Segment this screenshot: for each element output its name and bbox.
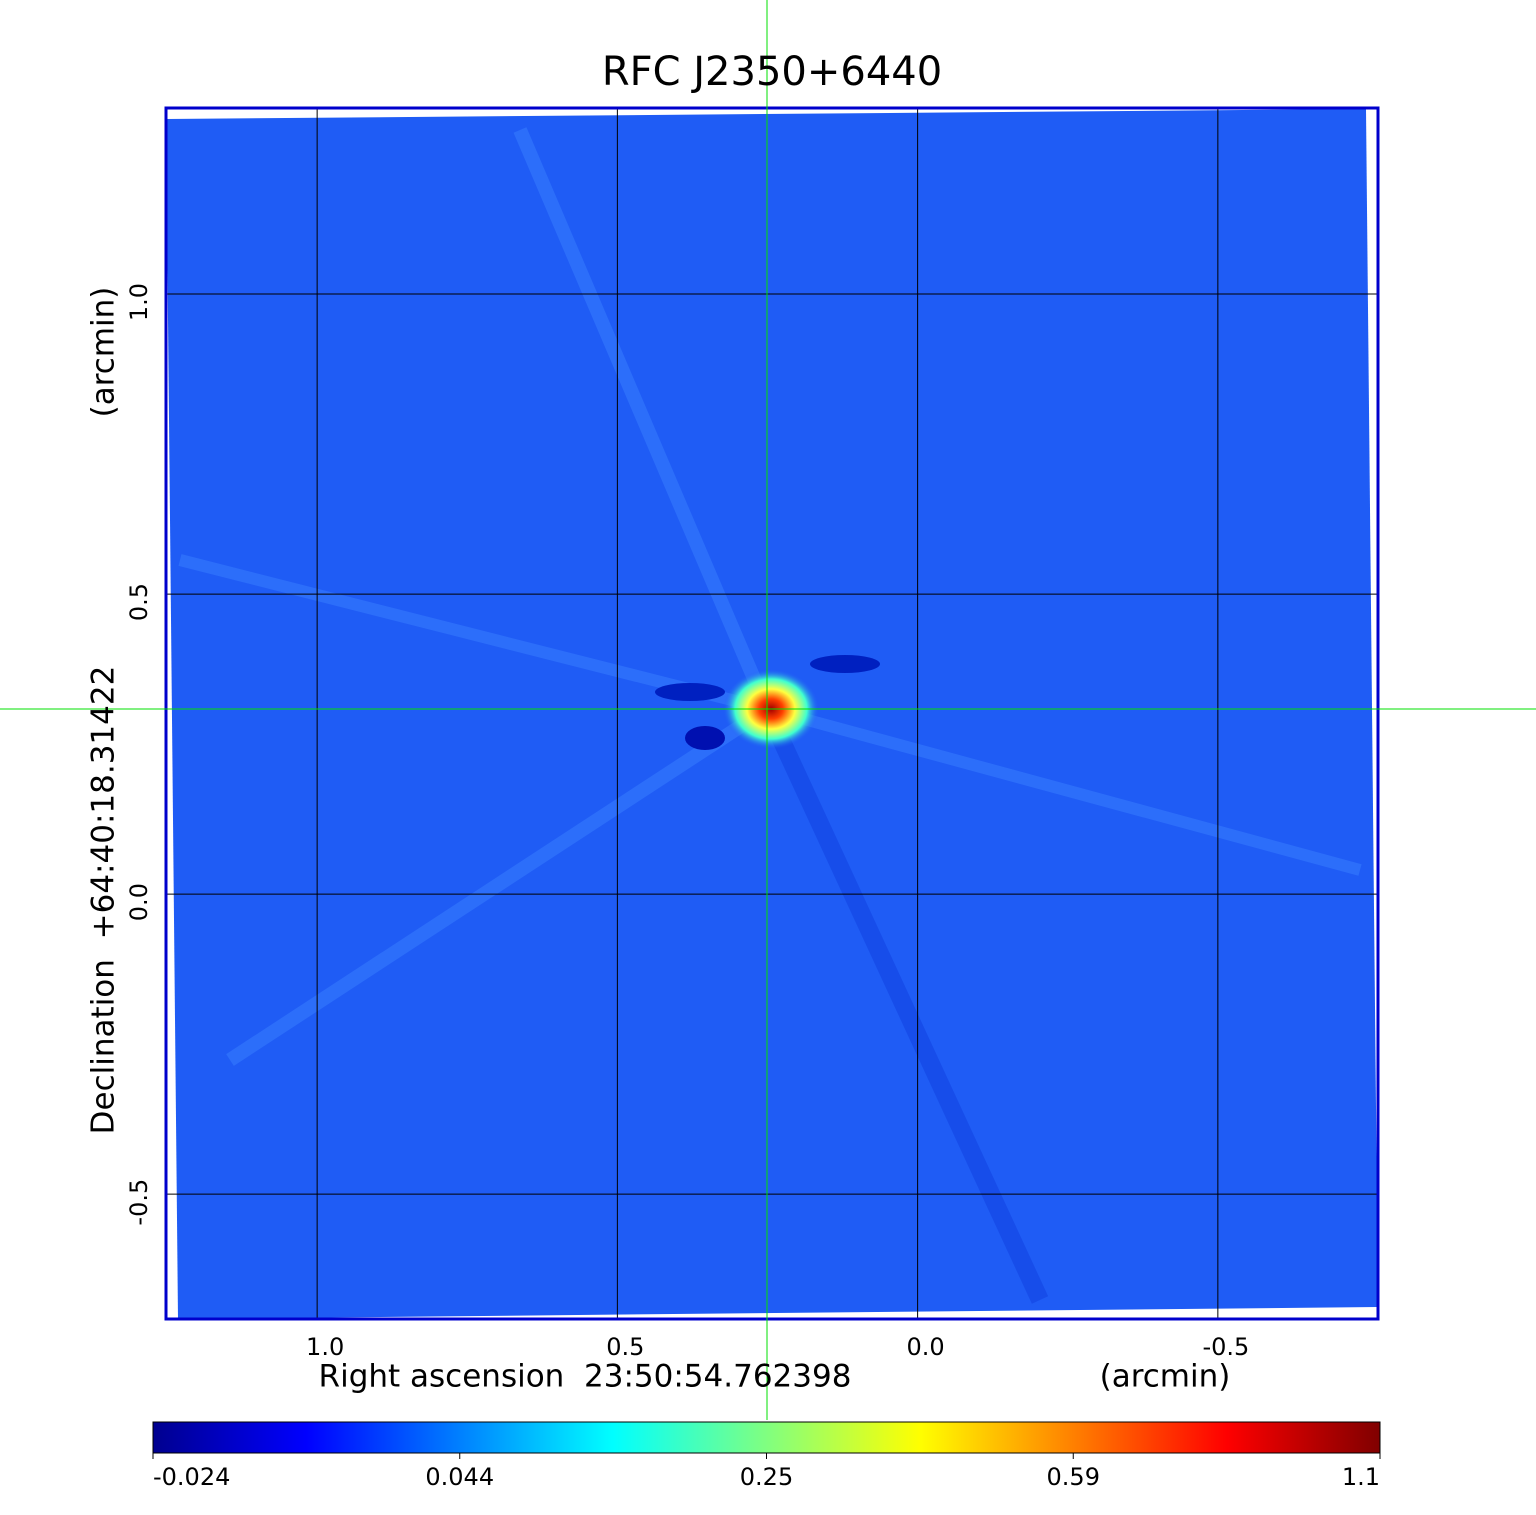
x-tick-label: 0.5 <box>606 1333 644 1361</box>
y-tick-label: 0.5 <box>125 583 153 621</box>
y-tick-label: 0.0 <box>125 883 153 921</box>
colorbar-tick-label: 0.59 <box>1047 1463 1100 1491</box>
colorbar <box>152 1421 1381 1454</box>
y-tick-label: 1.0 <box>125 283 153 321</box>
frame <box>164 106 1380 1321</box>
y-axis-label: Declination +64:40:18.31422 <box>86 666 122 1135</box>
grid <box>166 108 1378 1319</box>
x-axis-label: Right ascension 23:50:54.762398 <box>319 1359 852 1395</box>
colorbar-tick-label: 1.1 <box>1342 1463 1380 1491</box>
image-features <box>178 127 1362 1304</box>
image-feature <box>655 683 725 701</box>
x-tick-label: 1.0 <box>306 1333 344 1361</box>
colorbar-tick-label: -0.024 <box>153 1463 230 1491</box>
image-feature <box>685 726 725 750</box>
image-feature <box>810 655 880 673</box>
x-axis-unit: (arcmin) <box>1100 1359 1231 1395</box>
colorbar-tick-label: 0.25 <box>740 1463 793 1491</box>
x-tick-label: 0.0 <box>907 1333 945 1361</box>
y-axis-unit: (arcmin) <box>86 287 122 418</box>
colorbar-tick-label: 0.044 <box>425 1463 494 1491</box>
x-tick-label: -0.5 <box>1202 1333 1249 1361</box>
y-tick-label: -0.5 <box>125 1179 153 1226</box>
chart-title: RFC J2350+6440 <box>602 49 942 95</box>
